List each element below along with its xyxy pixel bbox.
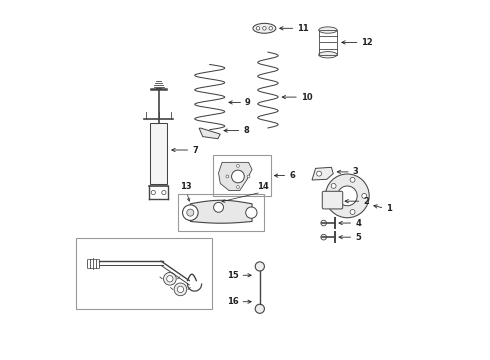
Circle shape [350, 210, 355, 215]
Circle shape [331, 184, 336, 188]
Text: 4: 4 [355, 219, 361, 228]
FancyBboxPatch shape [322, 191, 343, 209]
Text: 15: 15 [227, 271, 239, 280]
Polygon shape [312, 167, 333, 180]
Circle shape [321, 234, 326, 240]
Polygon shape [190, 200, 252, 223]
Circle shape [362, 193, 367, 198]
Circle shape [350, 177, 355, 182]
Circle shape [269, 27, 272, 30]
Circle shape [338, 186, 357, 206]
Circle shape [237, 165, 239, 167]
Circle shape [255, 304, 265, 313]
Circle shape [263, 27, 266, 30]
Circle shape [174, 283, 187, 296]
Circle shape [164, 273, 176, 285]
Circle shape [187, 209, 194, 216]
Polygon shape [219, 162, 252, 190]
Bar [150, 123, 167, 184]
Text: 9: 9 [245, 98, 251, 107]
Ellipse shape [318, 51, 337, 58]
Circle shape [183, 205, 198, 220]
Text: 12: 12 [362, 38, 373, 47]
Bar [178, 194, 265, 231]
Circle shape [237, 186, 239, 189]
Polygon shape [199, 128, 221, 139]
Text: 1: 1 [386, 204, 392, 213]
Text: 5: 5 [355, 233, 361, 242]
Bar [213, 155, 271, 196]
Text: 7: 7 [192, 145, 198, 154]
Text: 10: 10 [301, 93, 312, 102]
Circle shape [232, 170, 245, 183]
Circle shape [331, 203, 336, 208]
Bar [76, 238, 212, 309]
Circle shape [167, 276, 173, 282]
Text: 3: 3 [353, 167, 358, 176]
Text: 13: 13 [180, 182, 192, 191]
Circle shape [256, 27, 260, 30]
Text: 14: 14 [257, 182, 269, 191]
Circle shape [255, 262, 265, 271]
Circle shape [325, 174, 369, 218]
Circle shape [177, 286, 184, 293]
Circle shape [151, 190, 155, 195]
Circle shape [226, 175, 229, 178]
Text: 16: 16 [227, 297, 239, 306]
Circle shape [162, 190, 166, 195]
Circle shape [247, 175, 250, 178]
Text: 2: 2 [363, 197, 369, 206]
Text: 6: 6 [289, 171, 295, 180]
Circle shape [245, 207, 257, 218]
Circle shape [321, 220, 326, 226]
Ellipse shape [253, 23, 276, 33]
Ellipse shape [318, 27, 337, 33]
Text: 8: 8 [243, 126, 249, 135]
Text: 11: 11 [297, 24, 309, 33]
Circle shape [214, 202, 223, 212]
Circle shape [317, 171, 321, 176]
